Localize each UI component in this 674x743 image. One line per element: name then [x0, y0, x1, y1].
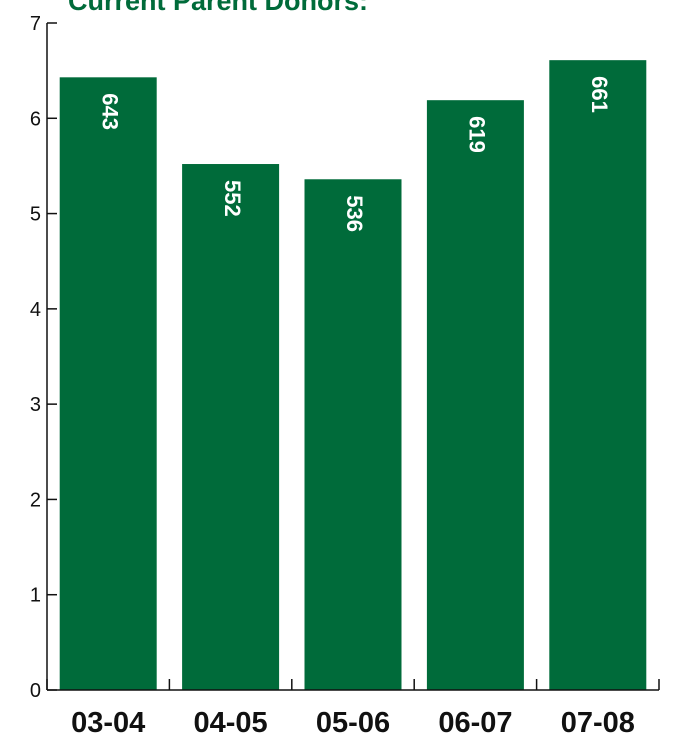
bar-03-04 — [59, 77, 157, 690]
y-tick-label: 3 — [30, 394, 41, 416]
y-tick-label: 0 — [30, 680, 41, 702]
y-tick-label: 6 — [30, 108, 41, 130]
data-label-03-04: 643 — [97, 93, 122, 130]
chart-title: Current Parent Donors: — [68, 0, 368, 16]
data-label-05-06: 536 — [342, 195, 367, 232]
x-axis: 03-04 04-05 05-06 06-07 07-08 — [46, 679, 660, 739]
y-tick-label: 7 — [30, 13, 41, 35]
data-label-07-08: 661 — [587, 76, 612, 113]
y-tick-label: 2 — [30, 489, 41, 511]
y-axis: 0 1 2 3 4 5 6 7 — [30, 13, 57, 702]
x-tick-label-03-04: 03-04 — [71, 707, 145, 739]
data-label-06-07: 619 — [465, 116, 490, 153]
x-tick-label-06-07: 06-07 — [438, 707, 512, 739]
x-tick-label-04-05: 04-05 — [194, 707, 268, 739]
x-tick-label-05-06: 05-06 — [316, 707, 390, 739]
bar-05-06 — [304, 179, 402, 691]
bar-06-07 — [426, 100, 524, 691]
data-labels-group: 643 552 536 619 661 — [97, 76, 612, 232]
data-label-04-05: 552 — [220, 180, 245, 217]
y-tick-label: 4 — [30, 299, 41, 321]
x-tick-label-07-08: 07-08 — [561, 707, 635, 739]
bar-04-05 — [182, 164, 280, 691]
bars-group — [59, 60, 647, 691]
y-tick-label: 1 — [30, 585, 41, 607]
bar-07-08 — [549, 60, 647, 690]
y-tick-label: 5 — [30, 204, 41, 226]
